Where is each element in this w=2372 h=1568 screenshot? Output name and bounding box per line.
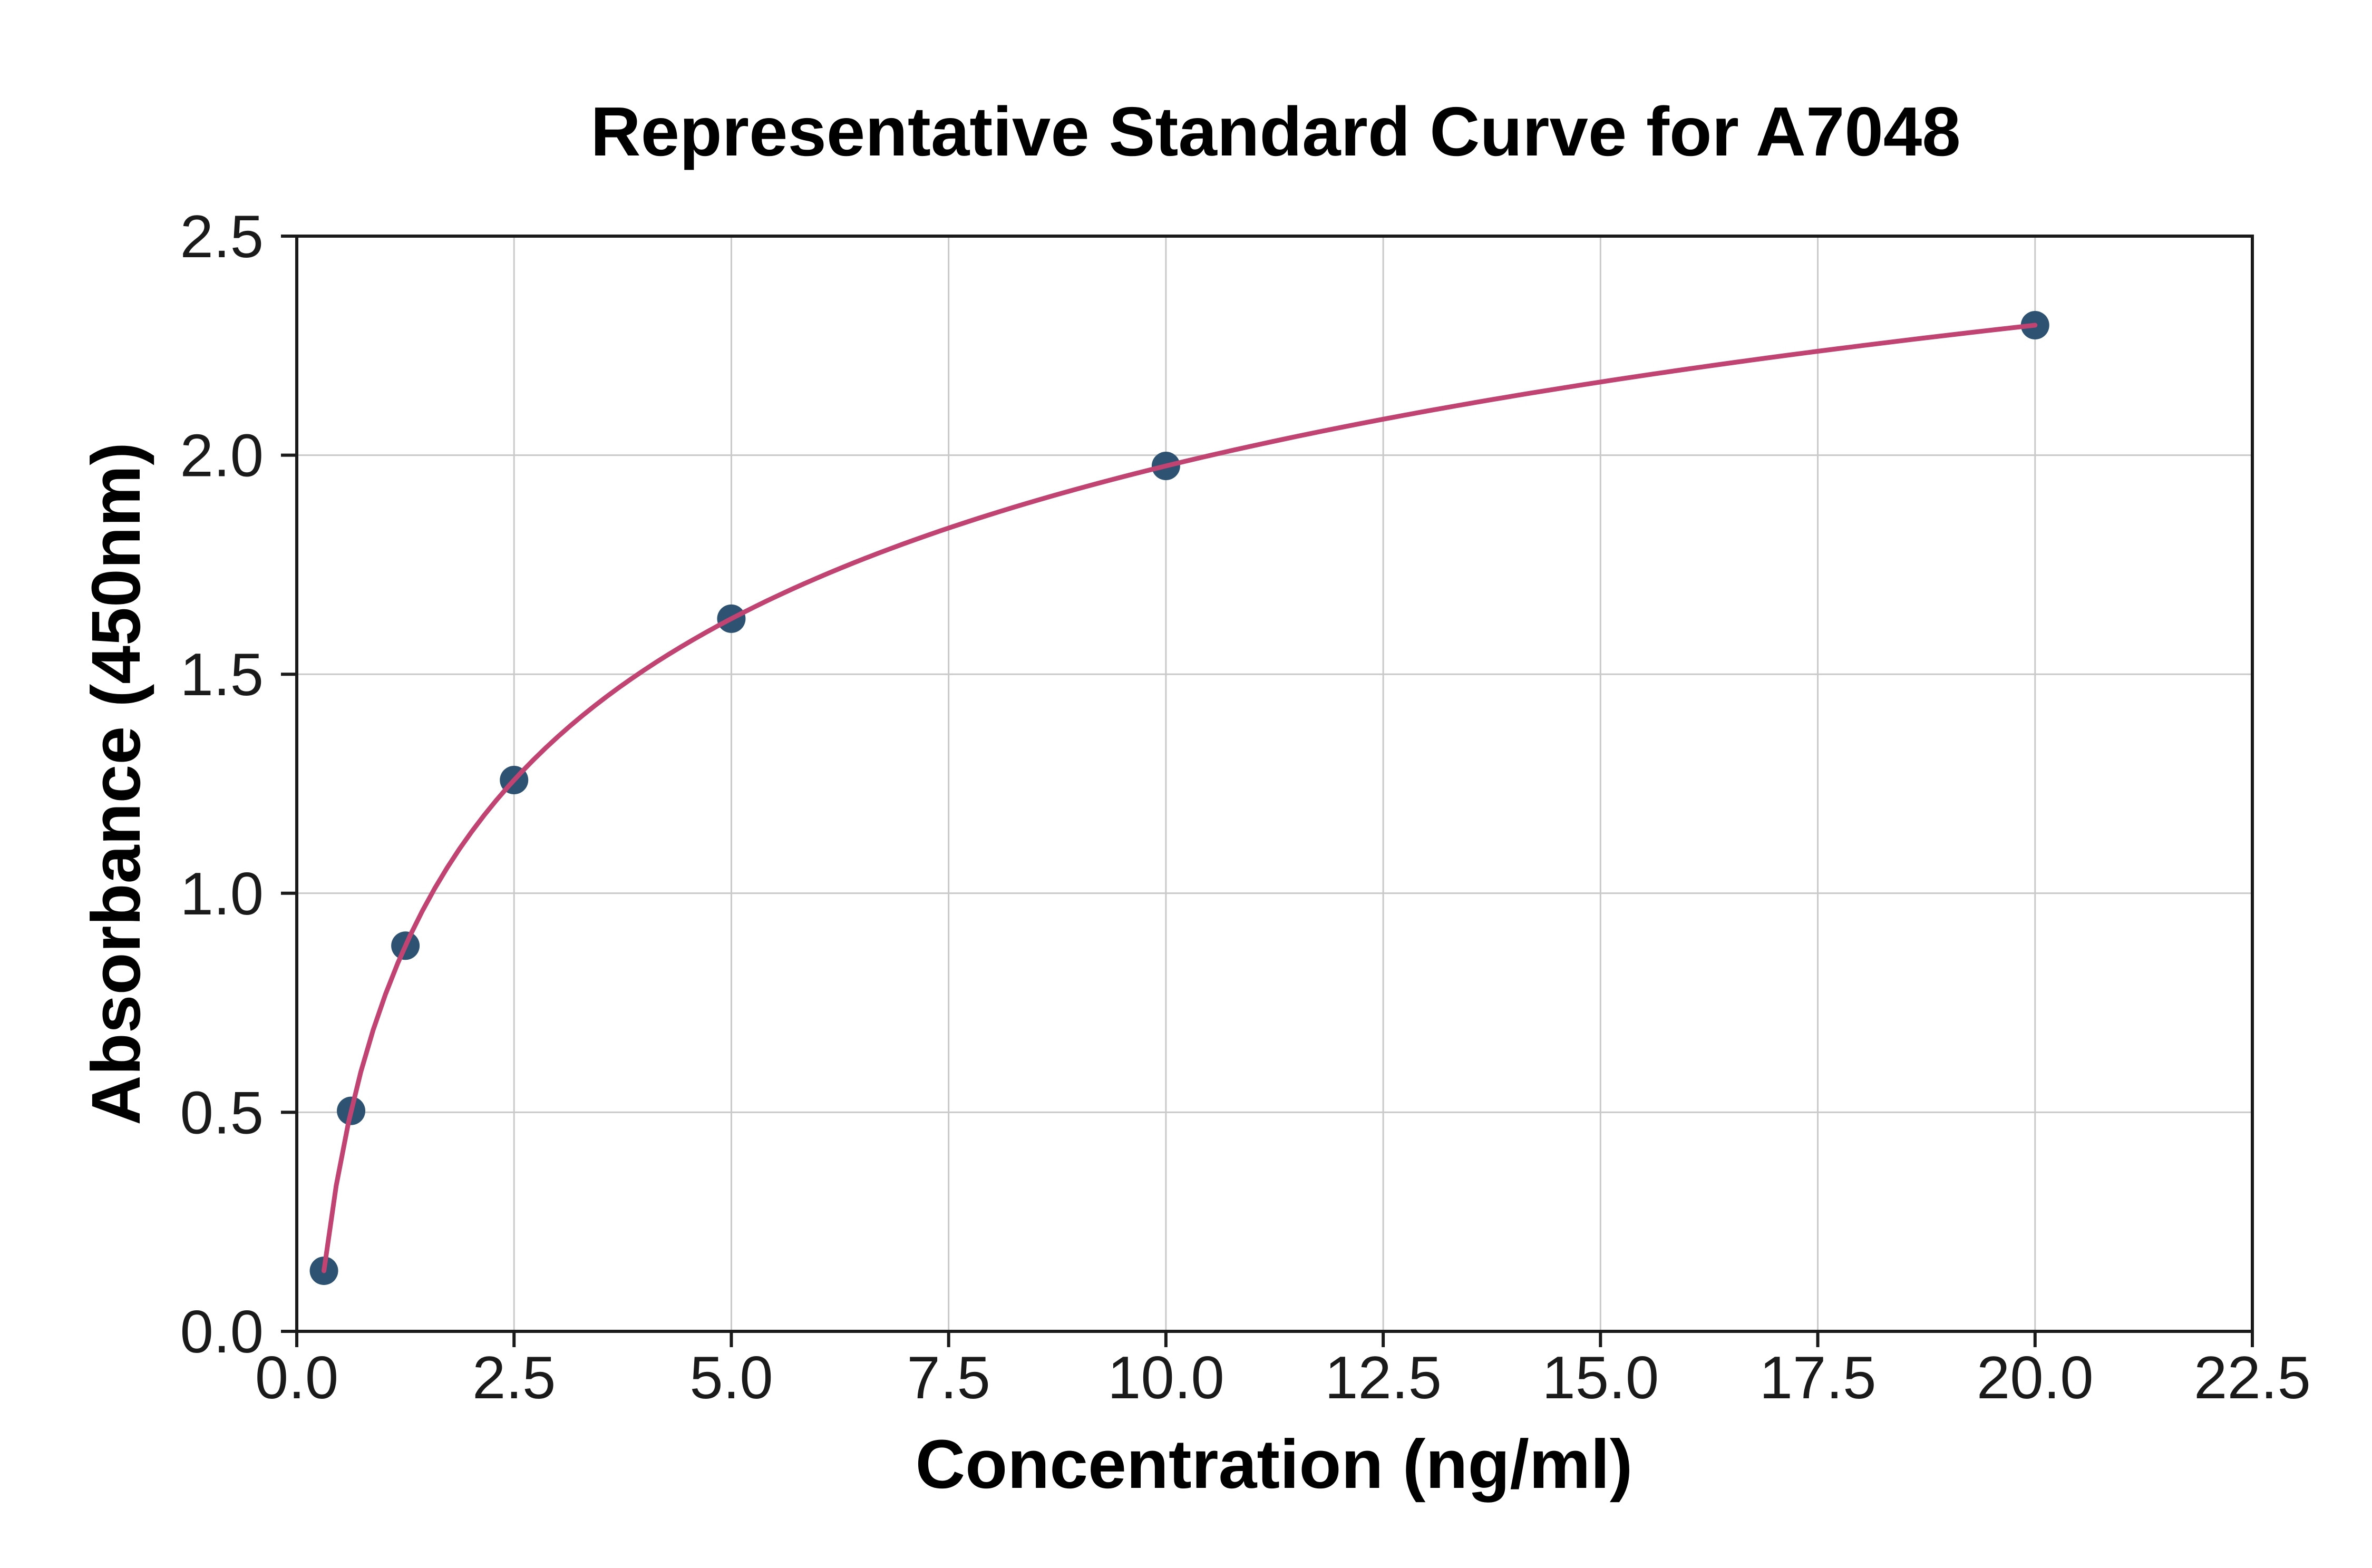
- svg-text:15.0: 15.0: [1542, 1345, 1659, 1411]
- svg-text:2.5: 2.5: [472, 1345, 556, 1411]
- svg-text:10.0: 10.0: [1107, 1345, 1224, 1411]
- svg-text:1.0: 1.0: [180, 861, 264, 928]
- svg-text:12.5: 12.5: [1325, 1345, 1442, 1411]
- svg-text:Concentration (ng/ml): Concentration (ng/ml): [916, 1425, 1633, 1503]
- svg-text:7.5: 7.5: [907, 1345, 990, 1411]
- svg-text:0.0: 0.0: [255, 1345, 338, 1411]
- svg-text:0.0: 0.0: [180, 1299, 264, 1366]
- svg-text:Absorbance (450nm): Absorbance (450nm): [77, 442, 154, 1125]
- svg-text:20.0: 20.0: [1977, 1345, 2094, 1411]
- svg-text:5.0: 5.0: [689, 1345, 773, 1411]
- svg-text:2.0: 2.0: [180, 423, 264, 490]
- svg-text:1.5: 1.5: [180, 641, 264, 708]
- svg-text:Representative Standard Curve: Representative Standard Curve for A7048: [590, 93, 1960, 170]
- svg-text:2.5: 2.5: [180, 203, 264, 270]
- svg-text:22.5: 22.5: [2194, 1345, 2311, 1411]
- svg-text:17.5: 17.5: [1759, 1345, 1877, 1411]
- svg-text:0.5: 0.5: [180, 1079, 264, 1146]
